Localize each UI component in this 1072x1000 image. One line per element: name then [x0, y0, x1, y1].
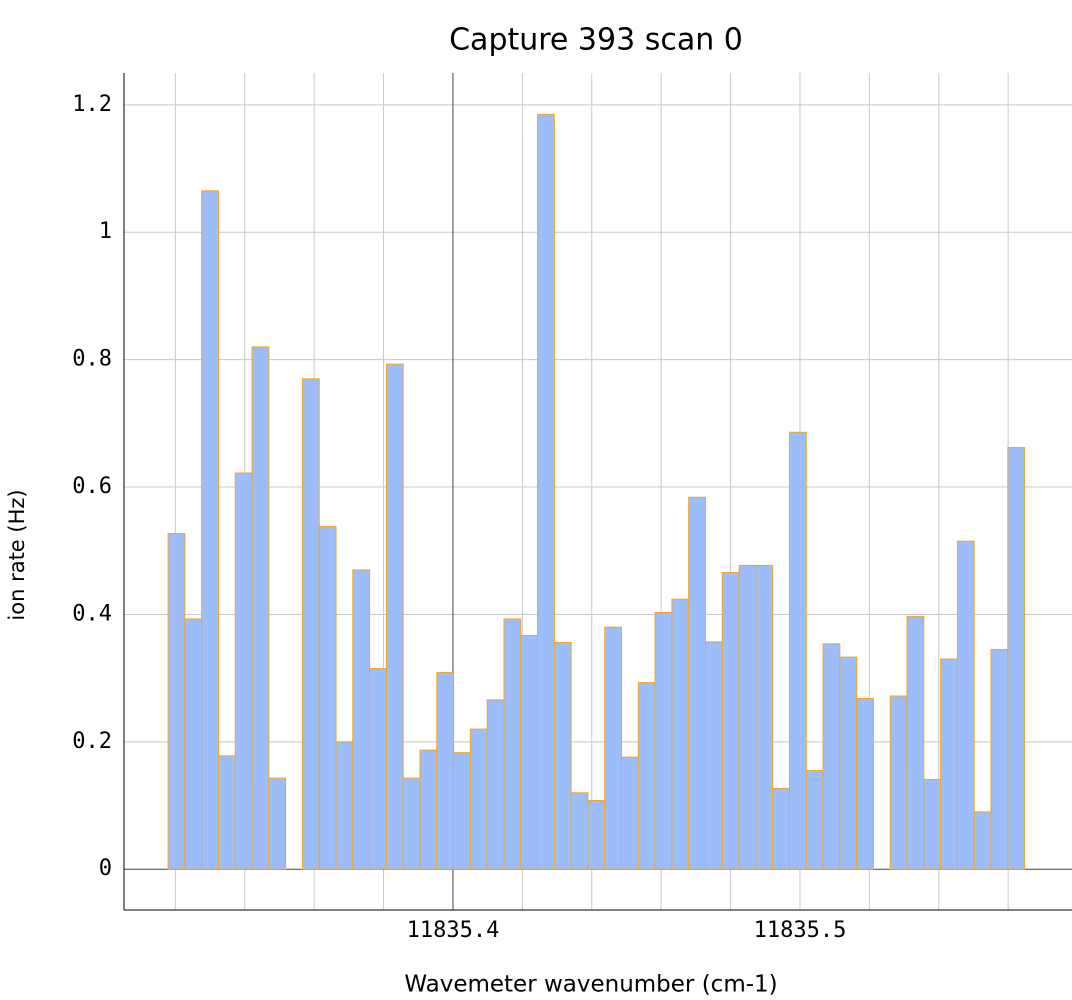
bar	[772, 787, 790, 870]
bar	[352, 569, 371, 870]
bar	[201, 190, 219, 870]
x-tick-label: 11835.4	[407, 918, 500, 943]
bar	[402, 777, 421, 870]
bar	[369, 668, 387, 870]
bar	[788, 431, 807, 870]
bar	[940, 658, 958, 870]
bar	[671, 598, 690, 870]
bar	[956, 540, 975, 870]
bar	[486, 699, 505, 870]
bar	[973, 811, 992, 870]
bar	[318, 526, 337, 870]
bar	[906, 615, 925, 870]
y-tick-label: 0.4	[72, 601, 112, 626]
bar	[990, 648, 1009, 870]
bar	[419, 749, 438, 870]
bar	[234, 472, 253, 870]
bar	[805, 770, 824, 870]
bar	[889, 695, 908, 870]
bar	[217, 755, 236, 870]
bar	[503, 618, 522, 870]
bar	[705, 641, 723, 870]
bar	[520, 634, 539, 870]
bar	[268, 777, 287, 870]
bar	[923, 778, 942, 870]
y-tick-label: 0.2	[72, 729, 112, 754]
bar	[654, 612, 673, 870]
bar	[453, 752, 471, 870]
bar	[553, 641, 572, 870]
bar	[436, 671, 455, 870]
chart-title: Capture 393 scan 0	[449, 23, 743, 58]
bar	[1007, 447, 1026, 870]
bar	[184, 618, 203, 870]
y-tick-label: 0.6	[72, 474, 112, 499]
bar	[688, 496, 707, 870]
x-tick-label: 11835.5	[754, 918, 847, 943]
y-tick-label: 0	[99, 856, 112, 881]
bar	[721, 571, 740, 870]
bar	[385, 363, 404, 870]
bar	[251, 346, 270, 870]
y-axis-label: ion rate (Hz)	[5, 489, 29, 620]
bar	[335, 741, 354, 870]
bar	[301, 378, 320, 870]
bar	[637, 682, 656, 870]
bar	[856, 698, 874, 870]
bar	[587, 799, 606, 870]
bar	[738, 564, 757, 870]
bar	[167, 533, 186, 870]
y-tick-label: 0.8	[72, 347, 112, 372]
bar	[570, 792, 589, 870]
bar	[839, 656, 858, 870]
bar	[822, 643, 841, 870]
bar	[469, 728, 488, 870]
bar	[621, 756, 639, 870]
y-tick-label: 1.2	[72, 92, 112, 117]
y-tick-label: 1	[99, 219, 112, 244]
bar	[537, 113, 555, 870]
x-axis-label: Wavemeter wavenumber (cm-1)	[404, 972, 777, 998]
bar	[604, 626, 623, 870]
bar	[755, 564, 774, 870]
